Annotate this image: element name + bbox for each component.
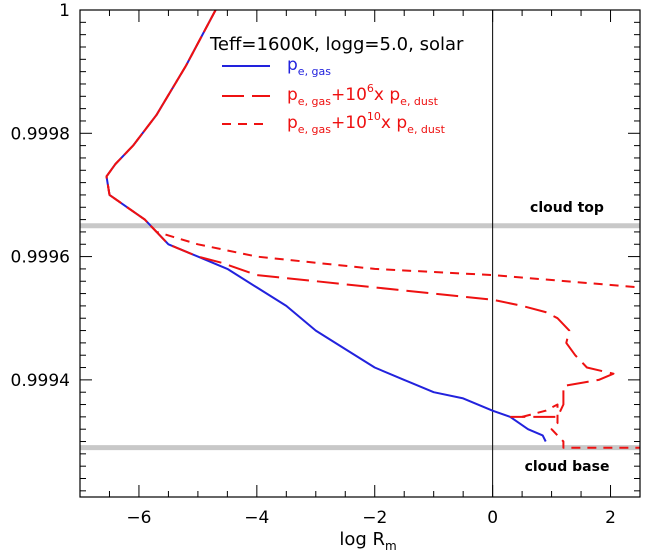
x-axis-label-main: log R bbox=[339, 529, 385, 550]
legend-label-part: p bbox=[287, 85, 298, 105]
series-line-2 bbox=[105, 9, 641, 289]
y-tick-label: 0.9994 bbox=[11, 371, 70, 391]
legend-label-part: e, gas bbox=[298, 123, 331, 136]
x-tick-label: −6 bbox=[126, 508, 151, 528]
label-group: −6 −4 −2 0 2 0.9994 0.9996 0.9998 1 log Rm cloud t… bbox=[11, 1, 616, 552]
cloud-boundary-lines bbox=[80, 223, 640, 451]
tick-group bbox=[79, 9, 641, 497]
cloud-label-0: cloud top bbox=[530, 200, 604, 216]
plot-frame bbox=[79, 9, 641, 498]
series-line-1 bbox=[105, 9, 615, 418]
x-axis-label-sub: m bbox=[385, 539, 397, 552]
y-tick-label: 0.9998 bbox=[11, 124, 70, 144]
series-line-3 bbox=[521, 403, 640, 449]
x-tick-label: −4 bbox=[244, 508, 269, 528]
legend-label-part: p bbox=[287, 55, 298, 75]
legend-label-0: pe, gas bbox=[287, 55, 331, 78]
legend-label-part: e, gas bbox=[298, 95, 331, 108]
legend-label-part: e, gas bbox=[298, 65, 331, 78]
legend-label-part: 6 bbox=[367, 82, 374, 95]
x-axis-label: log Rm bbox=[339, 529, 396, 552]
cloud-label-1: cloud base bbox=[525, 459, 610, 475]
legend-label-part: x p bbox=[381, 113, 407, 133]
legend-label-part: +10 bbox=[331, 85, 367, 105]
x-tick-label: −2 bbox=[362, 508, 387, 528]
plot-border bbox=[79, 9, 641, 498]
x-tick-label: 0 bbox=[487, 508, 498, 528]
legend-label-part: 10 bbox=[367, 110, 381, 123]
y-tick-label: 0.9996 bbox=[11, 248, 70, 268]
legend-label-part: +10 bbox=[331, 113, 367, 133]
legend-label-part: e, dust bbox=[407, 123, 445, 136]
x-tick-label: 2 bbox=[605, 508, 616, 528]
series-group bbox=[105, 9, 641, 449]
legend-label-2: pe, gas+1010x pe, dust bbox=[287, 110, 446, 136]
y-tick-label: 1 bbox=[59, 1, 70, 21]
legend-label-1: pe, gas+106x pe, dust bbox=[287, 82, 439, 108]
legend-label-part: e, dust bbox=[400, 95, 438, 108]
legend-label-part: x p bbox=[374, 85, 400, 105]
chart-title: Teff=1600K, logg=5.0, solar bbox=[209, 34, 464, 55]
legend-label-part: p bbox=[287, 113, 298, 133]
